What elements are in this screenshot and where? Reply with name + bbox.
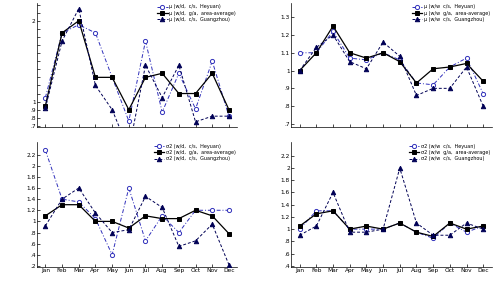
Legend: σ2 (w/w  c/s,  Heyuan), σ2 (w/w  g/a,  area-average), σ2 (w/w  c/s,  Guangzhou): σ2 (w/w c/s, Heyuan), σ2 (w/w g/a, area-… — [408, 143, 491, 162]
Legend: μ (w/w  c/s,  Heyuan), μ (w/w  g/a,  area-average), μ (w/w  c/s,  Guangzhou): μ (w/w c/s, Heyuan), μ (w/w g/a, area-av… — [412, 4, 491, 22]
Legend: σ2 (w/d,  c/s,  Heyuan), σ2 (w/d,  g/a,  area-average), σ2 (w/d,  c/s,  Guangzho: σ2 (w/d, c/s, Heyuan), σ2 (w/d, g/a, are… — [153, 143, 236, 162]
Legend: μ (w/d,  c/s,  Heyuan), μ (w/d,  g/a,  area-average), μ (w/d,  c/s,  Guangzhou): μ (w/d, c/s, Heyuan), μ (w/d, g/a, area-… — [157, 4, 236, 22]
